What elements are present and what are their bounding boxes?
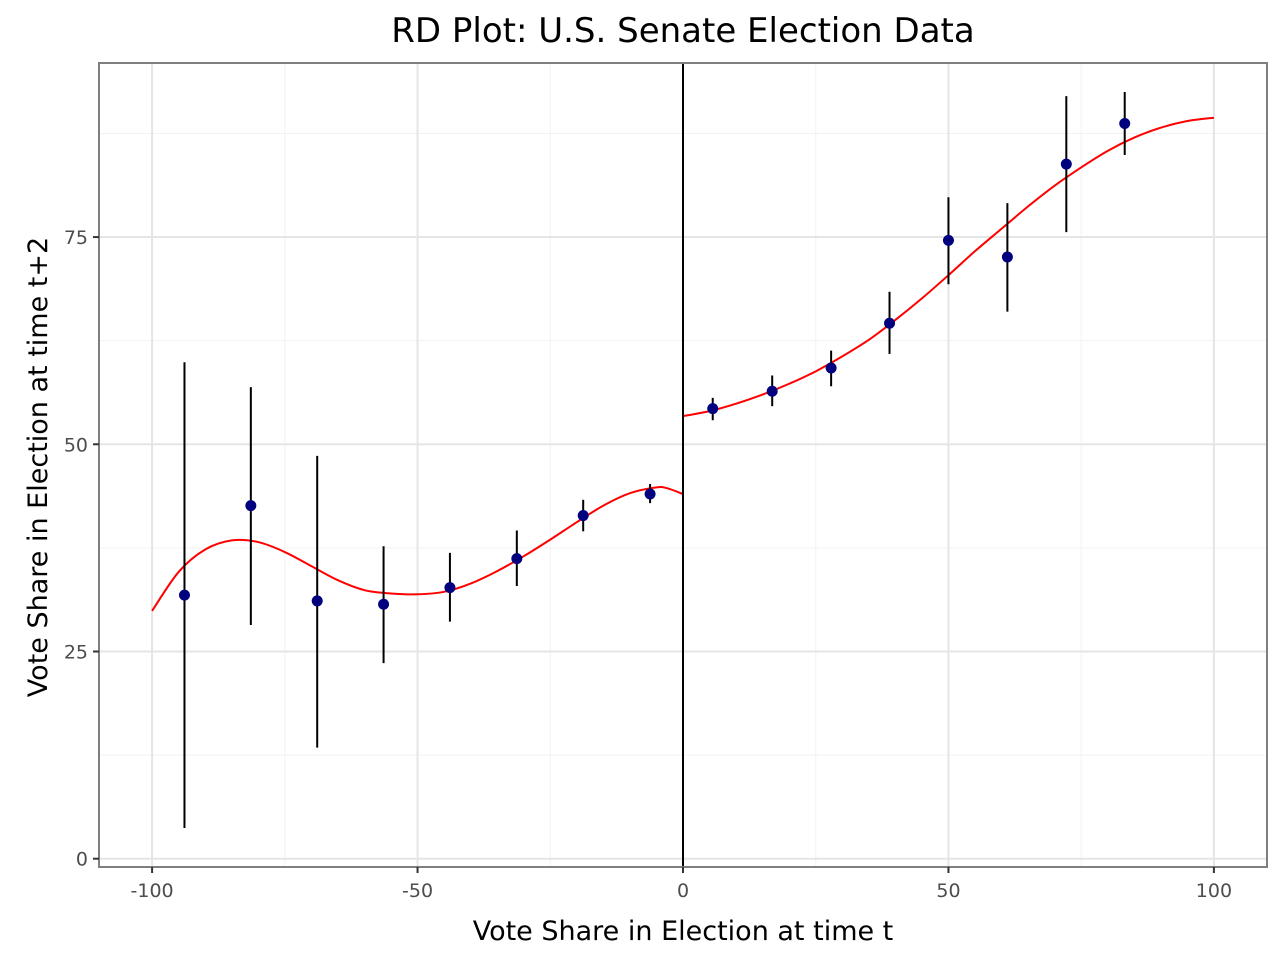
data-point xyxy=(825,362,837,374)
data-point xyxy=(311,595,323,607)
x-tick-label: -50 xyxy=(402,880,433,902)
x-tick-label: 50 xyxy=(936,880,960,902)
data-point xyxy=(884,317,896,329)
fit-line-left xyxy=(151,485,684,612)
y-axis-label: Vote Share in Election at time t+2 xyxy=(23,237,54,697)
data-point xyxy=(378,598,390,610)
data-point xyxy=(245,500,257,512)
y-axis: 0 25 50 75 xyxy=(64,227,99,871)
data-point xyxy=(444,582,456,594)
chart-title: RD Plot: U.S. Senate Election Data xyxy=(391,11,974,51)
data-point xyxy=(766,385,778,397)
data-point xyxy=(511,553,523,565)
x-tick-label: -100 xyxy=(131,880,174,902)
y-tick-label: 75 xyxy=(64,227,88,249)
y-tick-label: 0 xyxy=(76,849,88,871)
x-axis-label: Vote Share in Election at time t xyxy=(473,916,894,947)
error-bars xyxy=(183,92,1126,829)
data-point xyxy=(178,589,190,601)
data-point xyxy=(577,510,589,522)
plot-panel xyxy=(98,62,1268,868)
data-point xyxy=(1001,251,1013,263)
data-point xyxy=(1119,118,1131,130)
y-tick-label: 25 xyxy=(64,641,88,663)
x-axis: -100 -50 0 50 100 xyxy=(131,867,1232,902)
x-tick-label: 100 xyxy=(1196,880,1232,902)
data-point xyxy=(942,234,954,246)
x-tick-label: 0 xyxy=(677,880,689,902)
data-point xyxy=(644,488,656,500)
data-point xyxy=(1060,158,1072,170)
data-point xyxy=(707,403,719,415)
y-tick-label: 50 xyxy=(64,434,88,456)
data-points xyxy=(178,118,1131,610)
